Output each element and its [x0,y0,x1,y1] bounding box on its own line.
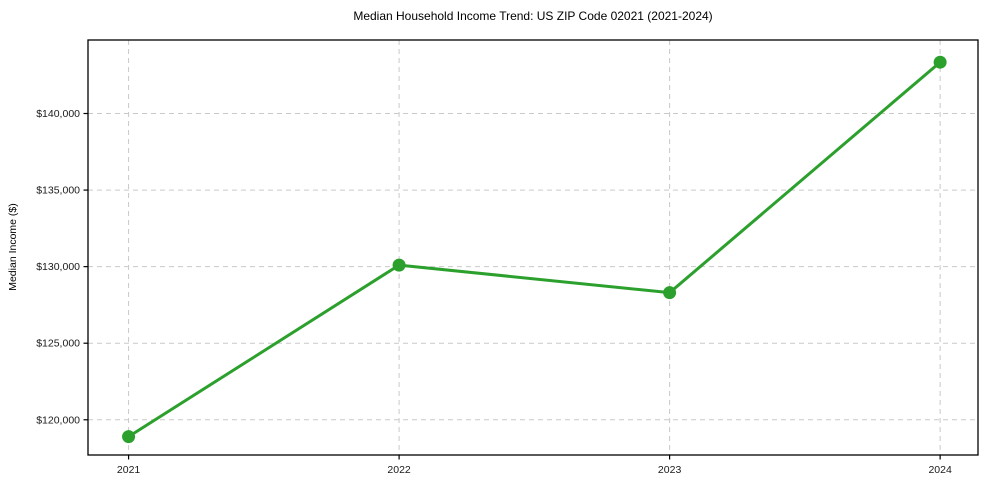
data-point-marker [392,258,406,272]
data-point-marker [933,55,947,69]
plot-area-border [87,39,979,456]
data-point-marker [663,286,677,300]
data-point-marker [122,430,136,444]
x-tick-label: 2021 [117,464,141,476]
y-tick-label: $130,000 [36,261,80,273]
y-tick-label: $120,000 [36,414,80,426]
y-tick-label: $125,000 [36,338,80,350]
x-tick-label: 2022 [387,464,411,476]
y-tick-label: $140,000 [36,108,80,120]
x-tick-label: 2024 [928,464,952,476]
x-tick-label: 2023 [658,464,682,476]
chart-title: Median Household Income Trend: US ZIP Co… [353,9,713,23]
y-tick-label: $135,000 [36,185,80,197]
trend-line [127,60,942,439]
